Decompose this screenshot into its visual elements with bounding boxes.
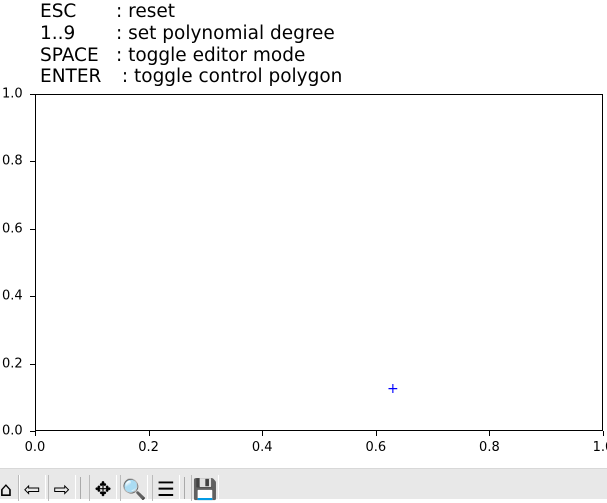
help-key: ESC <box>40 1 77 22</box>
help-key: ENTER <box>40 66 102 88</box>
x-tick-mark <box>489 431 491 436</box>
x-tick-mark <box>148 431 150 436</box>
toolbar-separator <box>80 477 81 499</box>
y-tick-label: 0.2 <box>2 356 23 372</box>
y-tick-label: 0.4 <box>2 288 23 304</box>
y-tick-mark <box>30 161 35 163</box>
configure-subplots-icon[interactable]: ☰ <box>152 475 180 501</box>
x-tick-mark <box>603 431 604 436</box>
help-key: SPACE <box>40 44 99 66</box>
help-line: ENTER : toggle control polygon <box>40 66 342 88</box>
toolbar-separator <box>184 477 185 499</box>
help-key: 1..9 <box>40 22 76 44</box>
y-tick-label: 0.6 <box>2 221 23 237</box>
y-tick-mark <box>30 363 35 365</box>
y-tick-mark <box>30 296 35 298</box>
y-tick-mark <box>30 94 35 95</box>
x-tick-label: 0.0 <box>24 440 46 455</box>
zoom-icon[interactable]: 🔍 <box>120 475 148 501</box>
x-tick-label: 0.2 <box>138 440 159 455</box>
x-tick-label: 0.8 <box>479 440 500 455</box>
x-tick-mark <box>375 431 377 436</box>
home-icon[interactable]: ⌂ <box>0 475 20 501</box>
help-line: ESC : reset <box>40 1 342 23</box>
save-icon[interactable]: 💾 <box>191 475 219 501</box>
help-desc: : reset <box>116 1 175 22</box>
y-tick-label: 0.0 <box>2 423 23 439</box>
x-tick-label: 0.4 <box>251 440 273 455</box>
x-tick-label: 1.0 <box>592 440 607 455</box>
x-tick-label: 0.6 <box>365 440 387 455</box>
help-line: SPACE : toggle editor mode <box>40 45 342 67</box>
x-tick-mark <box>262 431 264 436</box>
x-tick-mark <box>35 431 36 436</box>
y-tick-mark <box>30 228 35 230</box>
data-point[interactable]: + <box>386 380 399 397</box>
help-desc: : toggle editor mode <box>116 44 306 66</box>
forward-icon[interactable]: ⇨ <box>48 475 76 501</box>
plot-axes[interactable] <box>35 94 603 431</box>
keyboard-help: ESC: reset 1..9: set polynomial degree SPA… <box>40 1 342 88</box>
navigation-toolbar: ⌂ ⇦ ⇨ ✥ 🔍 ☰ 💾 <box>0 468 607 501</box>
y-tick-mark <box>30 431 35 432</box>
help-line: 1..9 : set polynomial degree <box>40 23 342 45</box>
help-desc: : set polynomial degree <box>116 22 335 44</box>
y-tick-label: 0.8 <box>2 153 23 169</box>
help-desc: : toggle control polygon <box>116 66 343 88</box>
pan-icon[interactable]: ✥ <box>89 475 117 501</box>
back-icon[interactable]: ⇦ <box>18 475 46 501</box>
y-tick-label: 1.0 <box>2 86 23 102</box>
